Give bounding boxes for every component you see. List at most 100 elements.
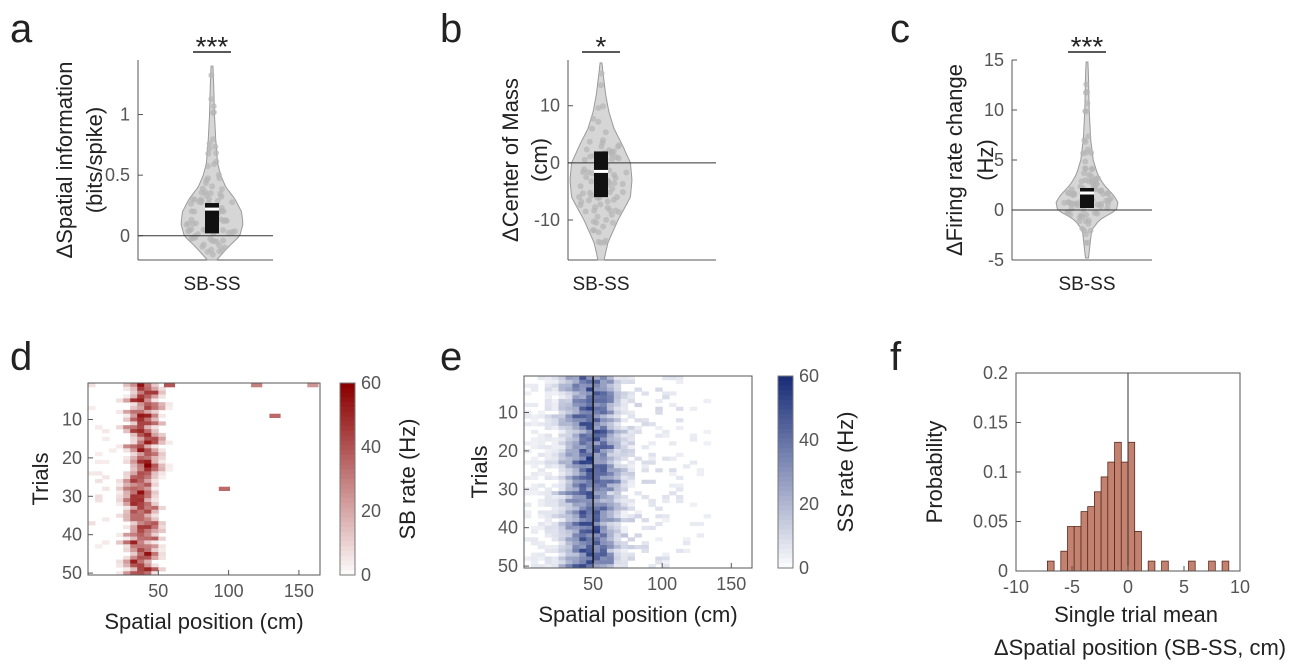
heatmap-cell [137,402,145,407]
heatmap-cell [579,418,587,423]
heatmap-cell [116,494,124,499]
heatmap-cell [144,521,152,526]
heatmap-cell [537,498,546,504]
heatmap-cell [558,425,566,431]
heatmap-cell [551,506,559,511]
heatmap-cell [137,548,145,553]
heatmap-cell [544,502,553,507]
heatmap-cell [669,391,677,396]
heatmap-cell [88,471,96,476]
heatmap-cell [123,498,131,503]
heatmap-cell [565,472,573,477]
violin-point [583,146,590,153]
heatmap-cell [130,413,138,418]
violin-point [600,137,606,144]
heatmap-cell [558,376,566,381]
heatmap-cell [627,376,635,381]
heatmap-cell [606,556,615,561]
violin-point [598,82,604,89]
heatmap-cell [600,495,608,500]
heatmap-cell [579,521,587,527]
heatmap-cell [565,429,573,434]
heatmap-cell [586,475,594,480]
violin-point [606,207,613,214]
violin-point [592,204,599,211]
heatmap-cell [558,487,566,492]
heatmap-cell [137,544,145,549]
heatmap-cell [537,514,546,519]
heatmap-cell [620,556,629,561]
heatmap-cell [537,468,546,473]
heatmap-cell [558,514,566,519]
violin-point [1076,218,1083,225]
heatmap-cell [696,468,705,473]
heatmap-cell [558,541,566,546]
heatmap-cell [123,417,131,422]
heatmap-cell [123,536,131,541]
heatmap-cell [544,514,553,519]
heatmap-cell [606,495,615,500]
heatmap-cell [137,432,145,438]
heatmap-cell [130,471,138,476]
heatmap-cell [620,391,629,396]
colorbar-segment [778,400,793,406]
heatmap-cell [579,556,587,561]
heatmap-cell [144,532,152,537]
violin-panel-c: -5 0 5 10 15 *** SB-SS ΔFiring rate change (Hz) [942,31,1152,295]
violin-point [200,241,207,248]
heatmap-cell [137,555,145,560]
heatmap-cell [648,498,656,504]
heatmap-cell [593,498,601,504]
heatmap-cell [593,541,601,546]
heatmap-cell [606,402,615,408]
heatmap-cell [600,399,608,404]
heatmap-cell [593,518,601,523]
heatmap-cell [655,425,663,431]
colorbar-segment [340,507,355,514]
violin-point [208,72,215,79]
heatmap-cell [600,402,608,408]
heatmap-cell [537,433,546,438]
heatmap-cell [662,498,670,504]
heatmap-cell [137,398,145,403]
heatmap-cell [572,414,580,419]
y-axis-label: Probability [922,421,947,524]
heatmap-cell [130,502,138,507]
colorbar-segment [340,387,355,394]
significance-stars: *** [196,31,229,62]
violin-point [1083,212,1090,218]
x-tick-label: 150 [284,581,314,601]
heatmap-cell [703,441,711,446]
heatmap-cell [593,556,601,561]
heatmap-cell [558,422,566,427]
heatmap-cell [620,468,629,473]
x-tick-label: 100 [647,574,677,594]
heatmap-cell [600,506,608,511]
heatmap-cell [565,464,573,469]
heatmap-cell [558,560,566,565]
heatmap-cell [558,387,566,392]
violin-point [1093,175,1099,182]
violin-point [204,248,211,255]
heatmap-cell [530,429,539,434]
heatmap-cell [524,391,532,396]
heatmap-cell [579,472,587,477]
colorbar-segment [778,467,793,473]
violin-point [1081,170,1088,177]
colorbar-segment [778,510,793,516]
heatmap-cell [116,425,124,430]
heatmap-cell [606,418,615,423]
heatmap-cell [144,406,152,411]
heatmap-cell [144,509,152,514]
heatmap-cell [600,521,608,527]
heatmap-cell [151,421,159,426]
heatmap-cell [565,395,573,400]
heatmap-cell [600,383,608,388]
heatmap-cell [537,510,546,515]
y-axis-label: ΔSpatial information [52,62,77,259]
violin-point [623,169,630,176]
heatmap-cell [558,414,566,419]
x-tick-label: -10 [1003,577,1029,597]
heatmap-cell [116,479,124,484]
heatmap-cell [586,452,594,457]
